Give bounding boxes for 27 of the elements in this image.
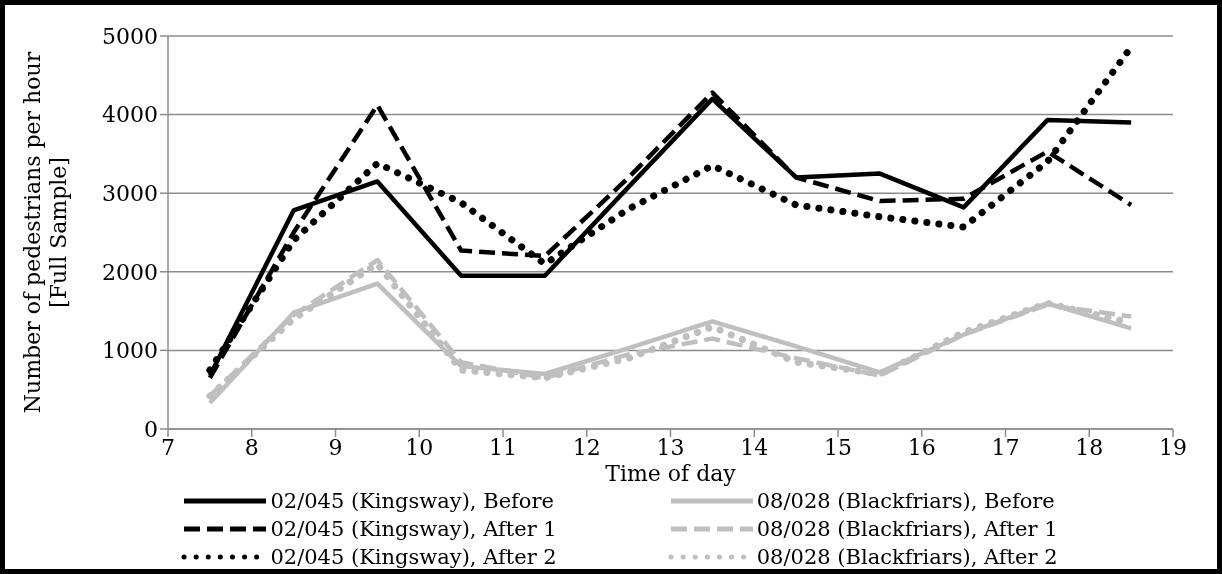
y-tick-label: 0 [144,416,158,442]
x-tick-label: 11 [489,434,517,460]
legend-label: 08/028 (Blackfriars), After 2 [756,545,1058,569]
x-tick-label: 18 [1075,434,1104,460]
legend-label: 08/028 (Blackfriars), After 1 [756,517,1058,541]
x-axis-title: Time of day [605,461,737,486]
x-tick-label: 10 [405,434,434,460]
y-tick-label: 4000 [102,102,158,128]
x-tick-label: 16 [907,434,936,460]
x-tick-label: 7 [161,434,175,460]
x-tick-label: 8 [244,434,259,460]
y-tick-label: 2000 [102,259,158,285]
legend-label: 02/045 (Kingsway), After 1 [270,517,557,541]
legend-label: 02/045 (Kingsway), After 2 [270,545,557,569]
y-tick-label: 1000 [102,338,158,364]
legend-label: 08/028 (Blackfriars), Before [756,489,1055,513]
y-tick-label: 3000 [102,181,158,207]
x-tick-label: 9 [328,434,343,460]
x-tick-label: 19 [1159,434,1187,460]
y-tick-label: 5000 [102,23,158,49]
legend-label: 02/045 (Kingsway), Before [270,489,554,513]
x-tick-label: 12 [572,434,601,460]
x-tick-label: 15 [824,434,852,460]
y-axis-title: Number of pedestrians per hour [Full Sample] [20,51,71,414]
x-tick-label: 14 [740,434,769,460]
x-tick-label: 13 [656,434,685,460]
x-tick-label: 17 [991,434,1020,460]
